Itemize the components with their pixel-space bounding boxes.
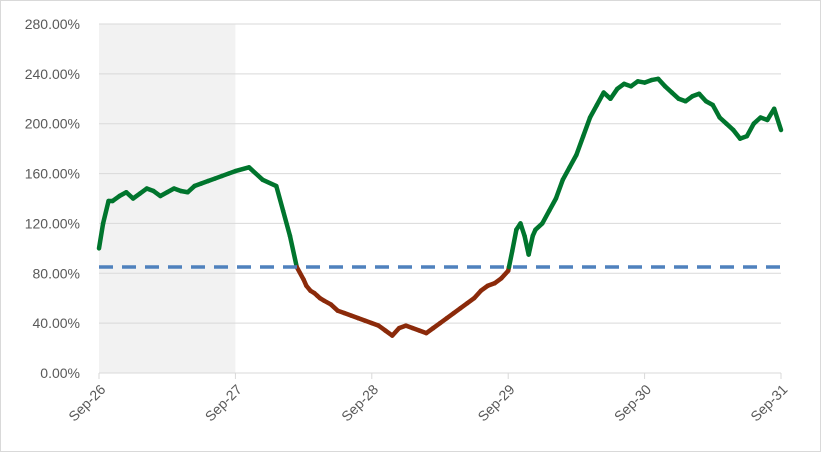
series-segment <box>274 183 286 214</box>
series-segment <box>560 165 572 183</box>
y-tick-label: 120.00% <box>25 215 80 231</box>
shaded-region-layer <box>99 24 236 373</box>
x-tick-label: Sep-27 <box>202 381 245 424</box>
x-tick-label: Sep-31 <box>747 381 790 424</box>
series-segment <box>260 177 279 189</box>
y-tick-label: 0.00% <box>40 365 80 381</box>
series-segment <box>594 90 606 108</box>
shaded-region <box>99 24 236 373</box>
axis-layer <box>98 372 782 379</box>
series-segment <box>574 133 586 158</box>
x-tick-labels: Sep-26 Sep-27 Sep-28 Sep-29 Sep-30 Sep-31 <box>65 381 790 424</box>
series-segment <box>233 165 252 174</box>
series-segment <box>771 106 784 133</box>
series-segment <box>96 221 106 251</box>
y-tick-label: 280.00% <box>25 16 80 32</box>
series-segment <box>100 198 111 226</box>
series-segment <box>280 208 293 239</box>
series-segment <box>587 102 600 120</box>
series-segment <box>287 233 300 270</box>
series-segment <box>246 165 265 183</box>
y-tick-label: 40.00% <box>33 315 80 331</box>
series-segment <box>506 248 515 270</box>
series-segment <box>510 227 519 254</box>
y-tick-label: 160.00% <box>25 166 80 182</box>
x-tick-label: Sep-26 <box>65 381 108 424</box>
y-tick-label: 200.00% <box>25 116 80 132</box>
series-segment <box>553 177 566 201</box>
series-segment <box>710 102 722 120</box>
y-tick-label: 80.00% <box>33 265 80 281</box>
y-tick-labels: 0.00% 40.00% 80.00% 120.00% 160.00% 200.00% 24… <box>25 16 80 381</box>
series-segment <box>540 208 552 226</box>
series-segment <box>526 233 536 257</box>
series-segment <box>546 196 559 214</box>
series-segment <box>294 264 306 282</box>
x-tick-label: Sep-30 <box>611 381 654 424</box>
series-segment <box>744 121 756 139</box>
x-tick-label: Sep-28 <box>338 381 381 424</box>
gridlines-layer <box>99 23 781 324</box>
series-segment <box>567 152 579 170</box>
y-tick-label: 240.00% <box>25 66 80 82</box>
x-tick-label: Sep-29 <box>474 381 517 424</box>
series-layer <box>96 76 784 338</box>
series-segment <box>580 115 593 139</box>
